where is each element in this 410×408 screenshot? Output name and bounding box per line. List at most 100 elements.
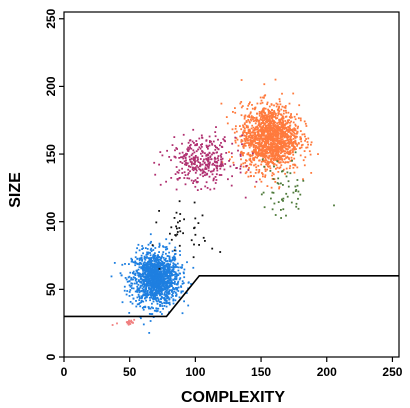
data-point — [160, 263, 163, 266]
data-point — [123, 285, 126, 288]
data-point — [252, 116, 254, 119]
data-point — [249, 121, 251, 124]
data-point — [261, 150, 264, 153]
data-point — [152, 270, 155, 272]
data-point — [293, 141, 295, 143]
data-point — [254, 172, 257, 174]
data-point — [157, 291, 160, 294]
data-point — [244, 139, 246, 142]
data-point — [259, 153, 262, 155]
data-point — [170, 270, 173, 272]
data-point — [220, 142, 222, 144]
data-point — [278, 128, 281, 130]
data-point — [283, 158, 286, 161]
data-point — [146, 290, 149, 292]
data-point — [127, 323, 130, 326]
data-point — [198, 137, 201, 140]
data-point — [271, 174, 273, 177]
data-point — [251, 142, 254, 144]
data-point — [246, 139, 249, 142]
data-point — [158, 291, 161, 293]
data-point — [142, 268, 144, 270]
data-point — [128, 295, 131, 297]
data-point — [273, 120, 275, 122]
data-point — [277, 153, 280, 156]
data-point — [141, 284, 143, 287]
data-point — [235, 130, 238, 133]
data-point — [277, 147, 280, 150]
data-point — [125, 293, 128, 296]
data-point — [179, 254, 181, 256]
data-point — [165, 248, 167, 251]
data-point — [198, 146, 201, 149]
data-point — [297, 190, 300, 193]
data-point — [156, 300, 158, 303]
data-point — [282, 130, 285, 133]
data-point — [253, 158, 256, 161]
data-point — [291, 130, 294, 132]
data-point — [190, 239, 193, 242]
data-point — [149, 299, 151, 302]
data-point — [269, 125, 272, 128]
data-point — [149, 270, 151, 273]
data-point — [215, 160, 218, 163]
data-point — [285, 143, 288, 145]
data-point — [149, 262, 152, 265]
data-point — [255, 168, 258, 171]
data-point — [282, 141, 285, 144]
data-point — [249, 163, 251, 166]
data-point — [304, 139, 306, 142]
data-point — [300, 146, 303, 149]
data-point — [189, 143, 192, 146]
data-point — [255, 120, 258, 123]
data-point — [139, 305, 142, 308]
data-point — [305, 146, 308, 149]
data-point — [247, 139, 250, 142]
data-point — [253, 159, 256, 162]
data-point — [266, 116, 269, 118]
data-point — [256, 156, 258, 159]
data-point — [266, 148, 269, 151]
data-point — [181, 151, 184, 154]
data-point — [263, 111, 266, 114]
data-point — [267, 113, 270, 115]
data-point — [151, 289, 154, 292]
data-point — [206, 146, 208, 149]
data-point — [151, 260, 154, 262]
data-point — [263, 116, 265, 118]
data-point — [134, 277, 136, 279]
data-point — [272, 111, 274, 114]
data-point — [163, 264, 166, 267]
data-point — [131, 287, 133, 290]
data-point — [181, 167, 183, 170]
data-point — [194, 144, 196, 147]
data-point — [142, 270, 144, 272]
data-point — [270, 132, 272, 135]
data-point — [146, 253, 149, 256]
data-point — [138, 303, 140, 305]
data-point — [128, 319, 130, 322]
data-point — [150, 257, 153, 260]
data-point — [296, 135, 298, 138]
data-point — [286, 152, 289, 155]
data-point — [265, 118, 268, 121]
data-point — [249, 171, 252, 174]
data-point — [285, 109, 287, 112]
data-point — [174, 246, 177, 249]
data-point — [173, 290, 175, 293]
data-point — [289, 165, 292, 167]
data-point — [261, 152, 264, 154]
data-point — [275, 135, 278, 137]
data-point — [152, 307, 154, 310]
data-point — [288, 167, 291, 170]
data-point — [264, 155, 267, 157]
data-point — [197, 148, 199, 151]
data-point — [162, 277, 165, 279]
data-point — [283, 136, 286, 139]
data-point — [161, 264, 164, 266]
data-point — [279, 118, 281, 121]
data-point — [292, 134, 294, 136]
data-point — [271, 161, 273, 163]
data-point — [239, 102, 242, 105]
data-point — [220, 153, 223, 155]
